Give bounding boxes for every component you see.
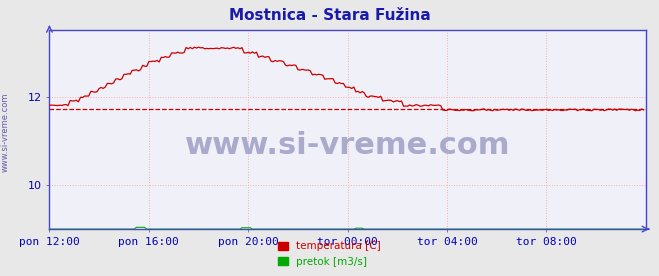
Text: Mostnica - Stara Fužina: Mostnica - Stara Fužina (229, 8, 430, 23)
Text: www.si-vreme.com: www.si-vreme.com (1, 93, 10, 172)
Text: www.si-vreme.com: www.si-vreme.com (185, 131, 510, 160)
Legend: temperatura [C], pretok [m3/s]: temperatura [C], pretok [m3/s] (273, 237, 386, 271)
